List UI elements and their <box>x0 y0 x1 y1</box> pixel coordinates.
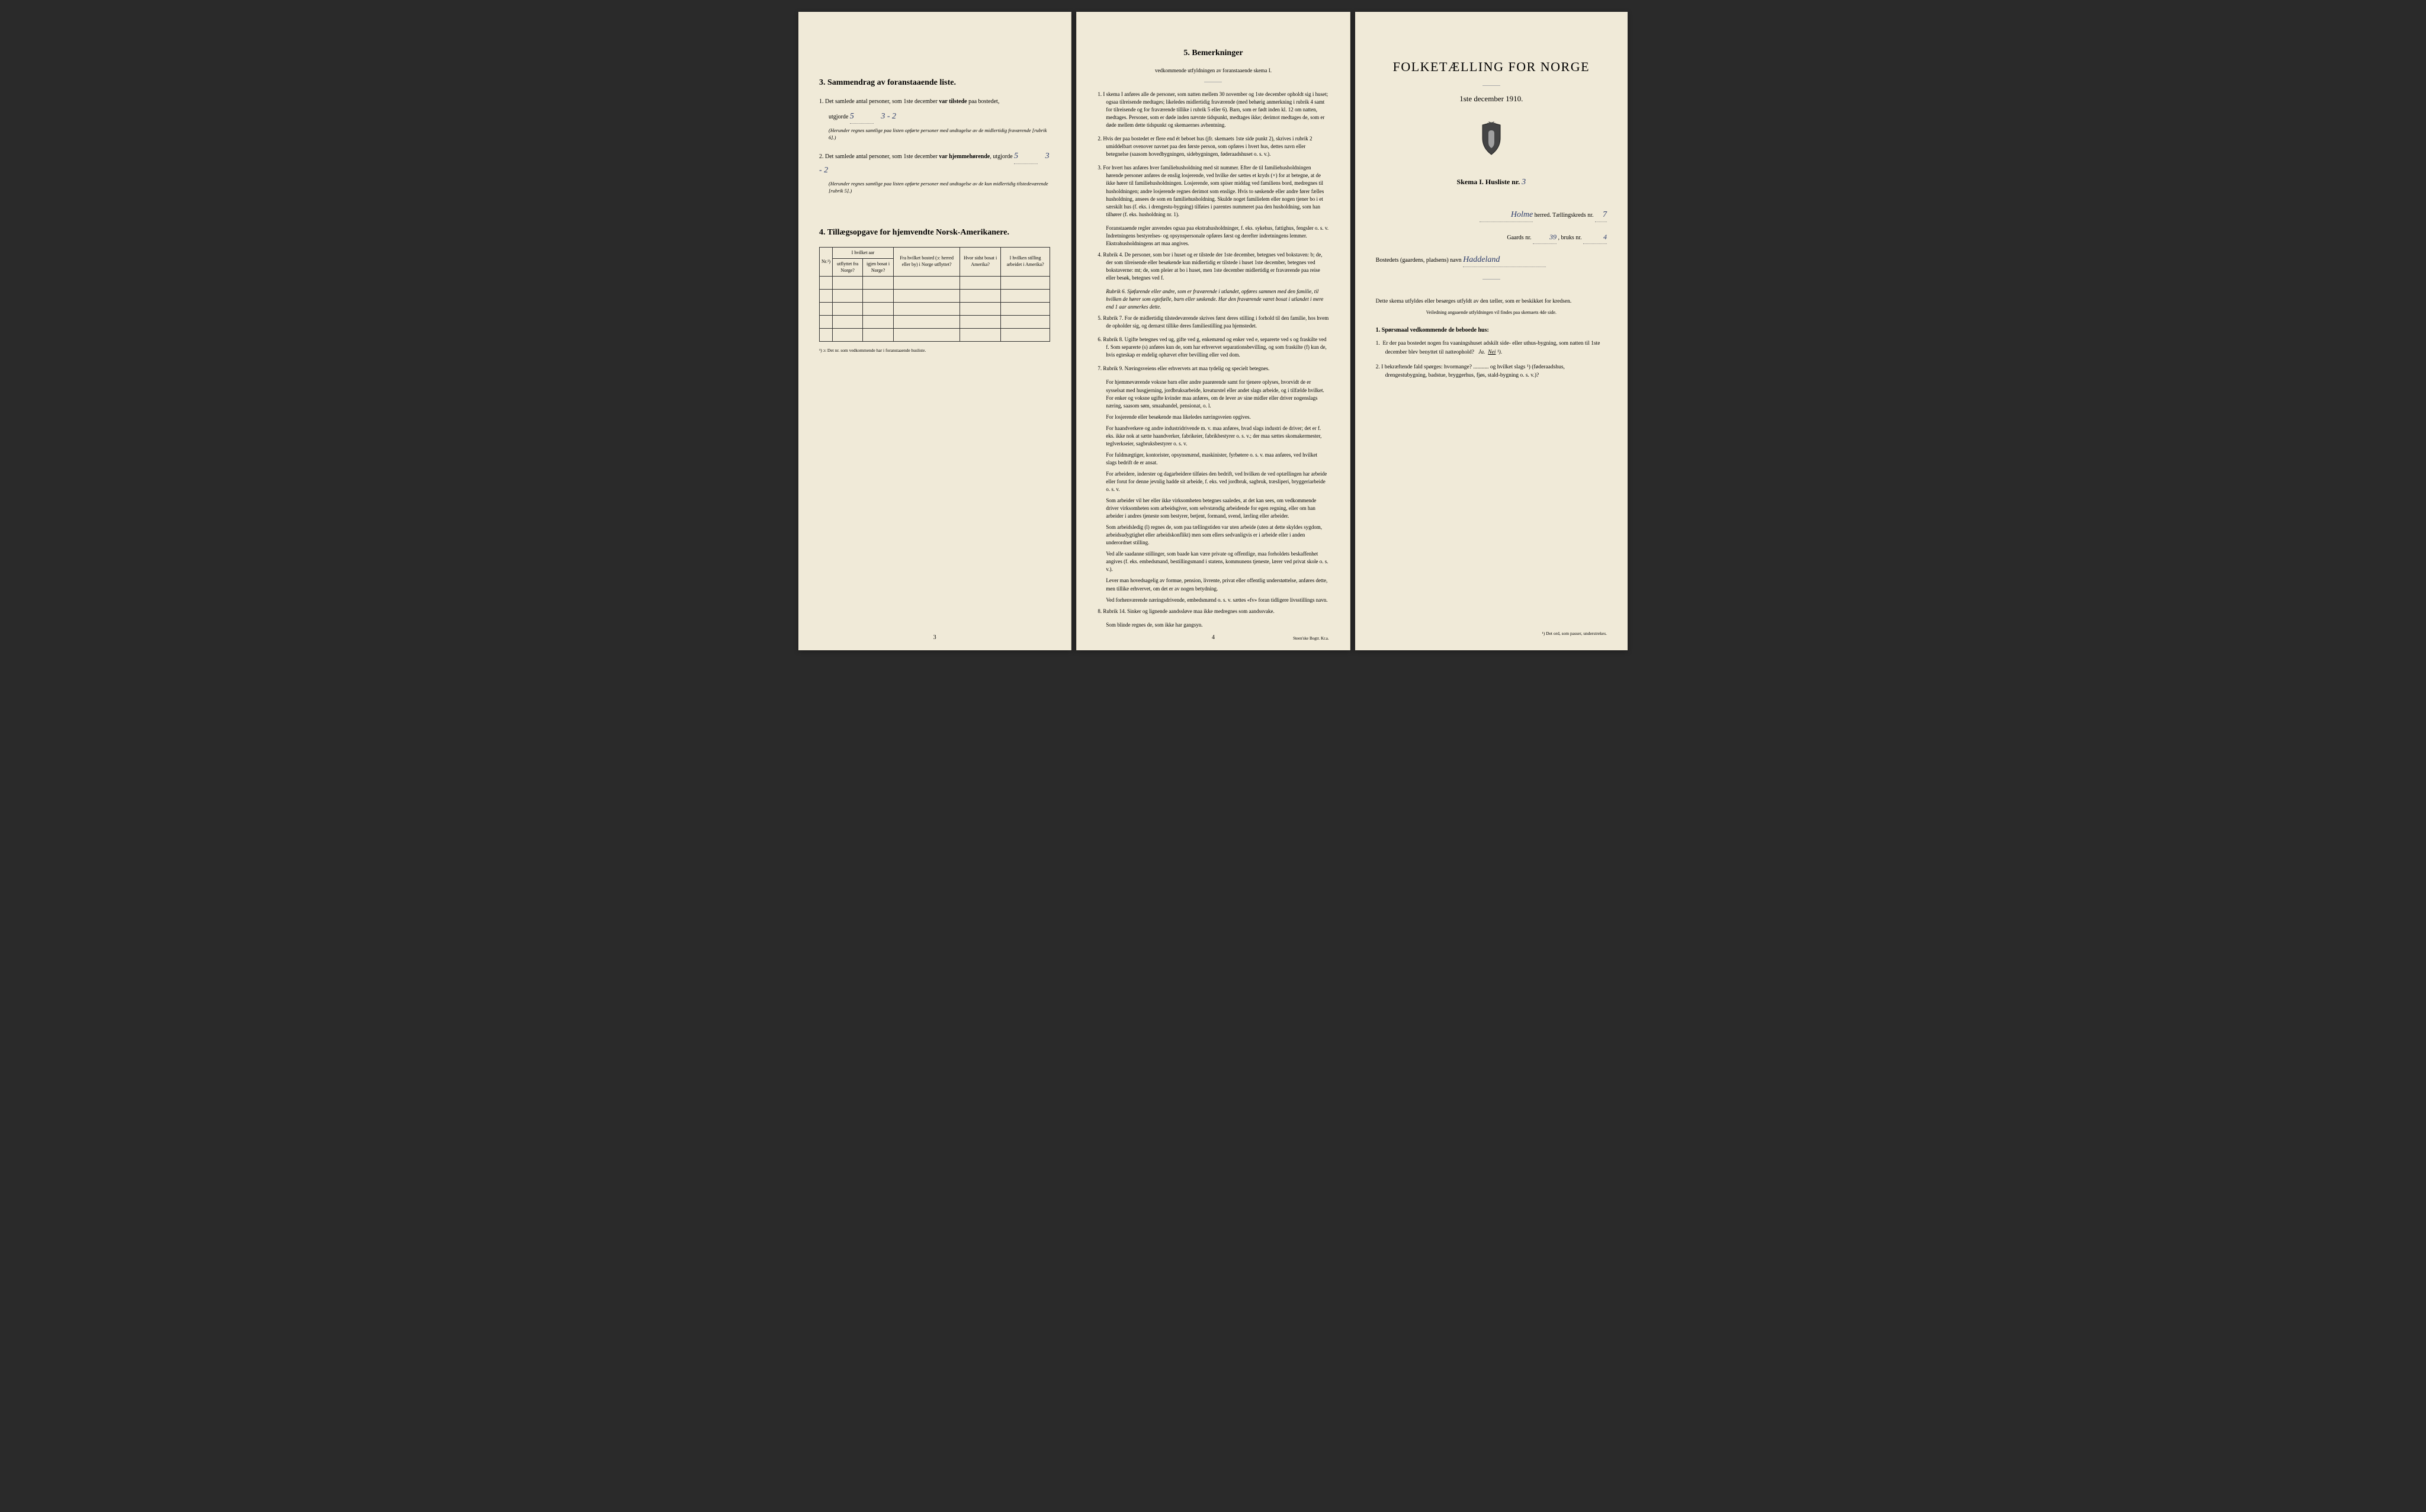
skema-label: Skema I. Husliste nr. <box>1457 178 1522 186</box>
col-sidst: Hvor sidst bosat i Amerika? <box>960 247 1001 276</box>
item1-suffix: paa bostedet, <box>967 98 1000 105</box>
right-footnote: ¹) Det ord, som passer, understrekes. <box>1542 631 1607 636</box>
remark-7-p6: Som arbeider vil her eller ikke virksomh… <box>1098 497 1328 520</box>
remark-7-p3: For haandverkere og andre industridriven… <box>1098 425 1328 448</box>
remark-7-p2: For losjerende eller besøkende maa likel… <box>1098 413 1328 421</box>
question-1: 1. Er der paa bostedet nogen fra vaaning… <box>1376 339 1607 357</box>
section-5-subtitle: vedkommende utfyldningen av foranstaaend… <box>1098 68 1328 73</box>
remark-7-p7: Som arbeidsledig (l) regnes de, som paa … <box>1098 524 1328 547</box>
skema-value: 3 <box>1522 178 1526 187</box>
remark-7-p10: Ved forhenværende næringsdrivende, embed… <box>1098 596 1328 604</box>
col-stilling: I hvilken stilling arbeidet i Amerika? <box>1000 247 1050 276</box>
col-group-aar: I hvilket aar <box>833 247 894 258</box>
gaard-label: Gaards nr. <box>1507 235 1533 241</box>
col-nr: Nr.¹) <box>820 247 833 276</box>
remark-7-p9: Lever man hovedsagelig av formue, pensio… <box>1098 577 1328 592</box>
col-igjen: igjen bosat i Norge? <box>863 259 894 277</box>
item1-value1: 5 <box>850 110 874 124</box>
remark-8: 8. Rubrik 14. Sinker og lignende aandssl… <box>1098 608 1328 615</box>
item-2: 2. Det samlede antal personer, som 1ste … <box>819 150 1050 177</box>
remark-3: 3. For hvert hus anføres hver familiehus… <box>1098 164 1328 218</box>
item1-text: 1. Det samlede antal personer, som 1ste … <box>819 98 939 105</box>
page-4: 5. Bemerkninger vedkommende utfyldningen… <box>1076 12 1350 650</box>
item2-text: 2. Det samlede antal personer, som 1ste … <box>819 153 939 160</box>
gaard-value: 39 <box>1533 232 1557 243</box>
page-number-4: 4 <box>1212 634 1215 641</box>
instruction: Dette skema utfyldes eller besørges utfy… <box>1376 297 1607 306</box>
item2-bold: var hjemmehørende <box>939 153 990 160</box>
tri-fold-document: 3. Sammendrag av foranstaaende liste. 1.… <box>798 12 1628 650</box>
remark-4: 4. Rubrik 4. De personer, som bor i huse… <box>1098 251 1328 282</box>
question-2: 2. I bekræftende fald spørges: hvormange… <box>1376 363 1607 380</box>
rubrik-6: Rubrik 6. Sjøfarende eller andre, som er… <box>1098 288 1328 311</box>
bruk-value: 4 <box>1583 232 1607 243</box>
instruction-small: Veiledning angaaende utfyldningen vil fi… <box>1376 310 1607 315</box>
main-title: FOLKETÆLLING FOR NORGE <box>1376 59 1607 75</box>
remark-7-p4: For fuldmægtiger, kontorister, opsynsmæn… <box>1098 451 1328 467</box>
date-line: 1ste december 1910. <box>1376 94 1607 104</box>
bosted-row: Bostedets (gaardens, pladsens) navn Hadd… <box>1376 253 1607 267</box>
item-1: 1. Det samlede antal personer, som 1ste … <box>819 97 1050 107</box>
item1-value2: 3 - 2 <box>881 112 896 121</box>
herred-row: Holme herred. Tællingskreds nr. 7 <box>1376 208 1607 222</box>
remark-3-extra: Foranstaaende regler anvendes ogsaa paa … <box>1098 224 1328 248</box>
page-cover: FOLKETÆLLING FOR NORGE 1ste december 191… <box>1355 12 1628 650</box>
item2-value1: 5 <box>1014 150 1038 163</box>
bruk-label: , bruks nr. <box>1558 235 1583 241</box>
section-4-title: 4. Tillægsopgave for hjemvendte Norsk-Am… <box>819 228 1050 237</box>
printer-mark: Steen'ske Bogtr. Kr.a. <box>1293 636 1329 641</box>
item2-suffix: , utgjorde <box>990 153 1014 160</box>
remark-6: 6. Rubrik 8. Ugifte betegnes ved ug, gif… <box>1098 336 1328 359</box>
tkreds-value: 7 <box>1595 208 1607 222</box>
utgjorde-label: utgjorde <box>829 114 850 120</box>
item1-paren: (Herunder regnes samtlige paa listen opf… <box>829 127 1050 142</box>
question-title: 1. Spørsmaal vedkommende de beboede hus: <box>1376 327 1607 333</box>
item1-bold: var tilstede <box>939 98 967 105</box>
remark-7-p8: Ved alle saadanne stillinger, som baade … <box>1098 550 1328 573</box>
remark-5: 5. Rubrik 7. For de midlertidig tilstede… <box>1098 314 1328 330</box>
bosted-value: Haddeland <box>1463 253 1546 267</box>
skema-line: Skema I. Husliste nr. 3 <box>1376 178 1607 187</box>
herred-suffix: herred. Tællingskreds nr. <box>1535 212 1595 219</box>
page-3: 3. Sammendrag av foranstaaende liste. 1.… <box>798 12 1071 650</box>
herred-value: Holme <box>1480 208 1533 222</box>
remark-7: 7. Rubrik 9. Næringsveiens eller erhverv… <box>1098 365 1328 373</box>
remark-7-p5: For arbeidere, inderster og dagarbeidere… <box>1098 470 1328 493</box>
page-number-3: 3 <box>933 634 936 641</box>
amerikanere-table: Nr.¹) I hvilket aar Fra hvilket bosted (… <box>819 247 1050 342</box>
section-3-title: 3. Sammendrag av foranstaaende liste. <box>819 78 1050 88</box>
remark-7-p1: For hjemmeværende voksne barn eller andr… <box>1098 378 1328 409</box>
norway-crest-icon <box>1376 121 1607 160</box>
q1-answer: Nei <box>1488 349 1496 355</box>
bosted-label: Bostedets (gaardens, pladsens) navn <box>1376 257 1463 264</box>
item2-paren: (Herunder regnes samtlige paa listen opf… <box>829 181 1050 195</box>
table-body <box>820 276 1050 341</box>
section-5-title: 5. Bemerkninger <box>1098 49 1328 58</box>
col-utflyttet: utflyttet fra Norge? <box>833 259 863 277</box>
item1-line2: utgjorde 5 3 - 2 <box>819 110 1050 124</box>
table-footnote: ¹) ɔ: Det nr. som vedkommende har i fora… <box>819 348 1050 353</box>
remark-2: 2. Hvis der paa bostedet er flere end ét… <box>1098 135 1328 158</box>
col-bosted: Fra hvilket bosted (ɔ: herred eller by) … <box>893 247 960 276</box>
remark-1: 1. I skema I anføres alle de personer, s… <box>1098 91 1328 129</box>
remark-8-extra: Som blinde regnes de, som ikke har gangs… <box>1098 621 1328 629</box>
mid-divider <box>1482 279 1500 280</box>
title-divider <box>1482 85 1500 86</box>
gaard-row: Gaards nr. 39 , bruks nr. 4 <box>1376 232 1607 243</box>
